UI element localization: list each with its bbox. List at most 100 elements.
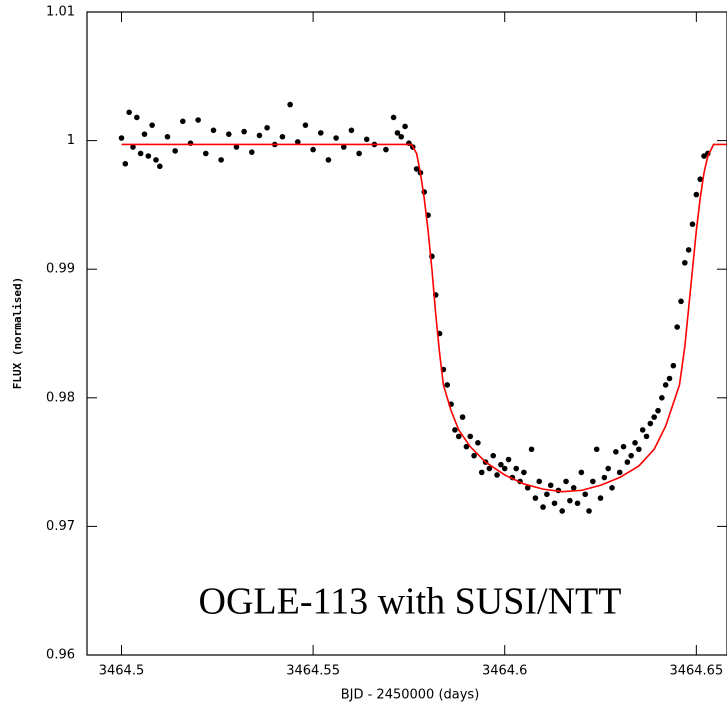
data-point	[605, 465, 611, 472]
data-point	[195, 117, 201, 123]
data-point	[563, 478, 569, 485]
data-point	[398, 133, 405, 140]
data-point	[475, 440, 481, 446]
data-point	[279, 133, 286, 140]
data-point	[471, 452, 477, 459]
data-point	[325, 157, 332, 163]
data-point	[486, 465, 493, 472]
x-tick-label: 3464.65	[669, 664, 723, 679]
data-point	[172, 148, 178, 154]
data-point	[310, 146, 316, 153]
data-point	[134, 114, 140, 121]
x-tick-label: 3464.55	[286, 664, 340, 679]
data-point	[363, 136, 370, 143]
data-point	[390, 114, 397, 121]
data-point	[137, 150, 144, 157]
data-point	[674, 324, 680, 330]
data-point	[459, 414, 466, 420]
data-point	[682, 259, 688, 266]
y-tick-label: 1	[67, 133, 75, 148]
x-tick-label: 3464.5	[99, 664, 145, 679]
data-point	[693, 191, 700, 198]
x-tick-label: 3464.6	[482, 664, 528, 679]
plot-frame	[86, 11, 727, 656]
data-point	[647, 420, 654, 427]
data-point	[616, 469, 623, 476]
data-point	[632, 440, 638, 446]
data-point	[570, 485, 577, 491]
data-point	[620, 443, 627, 450]
y-tick-label: 0.98	[46, 390, 75, 405]
annotation: OGLE-113 with SUSI/NTT	[199, 581, 622, 623]
data-point	[540, 504, 546, 510]
data-point	[528, 446, 535, 453]
data-point	[609, 485, 615, 491]
y-tick-label: 0.96	[46, 648, 75, 663]
data-point	[551, 500, 558, 507]
data-point	[383, 146, 389, 153]
data-point	[164, 133, 171, 140]
data-point	[463, 443, 470, 450]
data-point	[490, 452, 497, 459]
data-point	[256, 132, 263, 139]
data-point	[559, 508, 566, 514]
data-point	[655, 407, 661, 414]
x-axis-label: BJD - 2450000 (days)	[341, 688, 480, 703]
data-point	[455, 433, 462, 440]
data-point	[294, 139, 301, 145]
data-point	[130, 144, 136, 150]
data-point	[601, 474, 608, 481]
data-point	[524, 485, 531, 491]
data-point	[536, 478, 543, 485]
data-point	[402, 123, 408, 130]
data-point	[118, 135, 125, 141]
data-point	[547, 482, 554, 489]
data-point	[651, 414, 657, 420]
data-point	[333, 135, 339, 141]
data-point	[145, 153, 152, 159]
data-point	[532, 495, 539, 501]
data-point	[613, 449, 619, 455]
data-point	[218, 157, 224, 163]
data-point	[670, 362, 677, 369]
data-point	[639, 427, 646, 433]
data-point	[643, 433, 650, 440]
data-point	[340, 144, 347, 150]
data-point	[233, 144, 240, 150]
data-point	[628, 452, 634, 459]
data-point	[574, 500, 581, 507]
data-point	[356, 150, 362, 157]
data-point	[666, 375, 673, 382]
data-point	[210, 127, 217, 134]
data-point	[348, 127, 355, 134]
data-point	[157, 163, 163, 170]
data-point	[697, 176, 703, 182]
y-tick-label: 1.01	[46, 5, 75, 20]
data-point	[225, 131, 232, 137]
data-point	[624, 459, 631, 465]
data-point	[582, 491, 589, 498]
data-point	[287, 101, 293, 108]
data-point	[141, 131, 148, 137]
data-point	[478, 469, 485, 476]
data-point	[180, 118, 186, 125]
data-point	[593, 446, 600, 453]
data-point	[122, 160, 129, 167]
data-point	[505, 456, 512, 463]
data-point	[662, 382, 669, 388]
data-point	[685, 247, 692, 253]
data-point	[586, 508, 592, 514]
data-point	[248, 149, 255, 155]
data-point	[501, 465, 508, 472]
data-point	[149, 122, 155, 128]
model-line	[121, 143, 727, 493]
data-point	[689, 221, 696, 227]
data-point	[452, 427, 458, 433]
data-point	[636, 446, 642, 453]
data-point	[153, 157, 159, 163]
data-point	[513, 465, 520, 472]
y-tick-label: 0.99	[46, 262, 75, 277]
data-point	[264, 124, 270, 131]
